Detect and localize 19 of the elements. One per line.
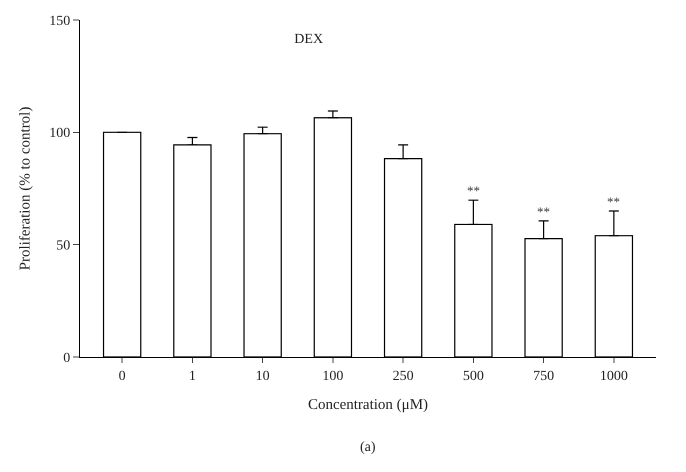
x-tick-label: 1 (188, 368, 196, 384)
annotation: ** (607, 194, 620, 209)
x-tick-label: 0 (118, 368, 126, 384)
x-tick-label: 10 (256, 368, 270, 384)
y-axis-title: Proliferation (% to control) (17, 106, 34, 270)
x-tick-label: 250 (392, 368, 414, 384)
annotation: ** (467, 183, 480, 198)
x-tick-label: 1000 (600, 368, 628, 384)
x-tick-label: 750 (533, 368, 554, 384)
x-tick-label: 100 (322, 368, 344, 384)
y-tick-label: 50 (56, 238, 70, 254)
x-axis-title: Concentration (μM) (308, 396, 428, 413)
x-tick-label: 500 (462, 368, 484, 384)
text: (a) (360, 440, 376, 455)
annotation: ** (537, 204, 550, 219)
text: DEX (294, 32, 324, 47)
y-tick-label: 100 (49, 126, 70, 142)
y-tick-label: 150 (49, 14, 70, 29)
y-tick-label: 0 (63, 350, 70, 366)
